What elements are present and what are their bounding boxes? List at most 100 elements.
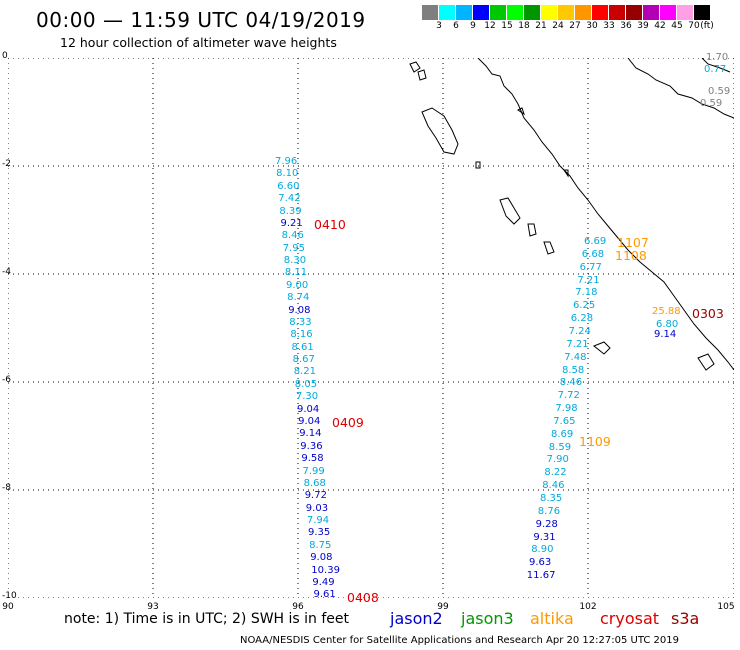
colorbar-label: 21 <box>535 21 547 31</box>
east-track-label: 9.28 <box>535 518 558 530</box>
east-track-label: 7.24 <box>568 325 591 337</box>
colorbar-cell <box>473 5 490 20</box>
colorbar-label: 18 <box>518 21 530 31</box>
west-track-label: 9.08 <box>310 552 333 564</box>
east-track-label: 8.69 <box>551 428 574 440</box>
west-track-label: 9.58 <box>301 453 324 465</box>
colorbar-cell <box>456 5 473 20</box>
west-track-label: 8.05 <box>294 378 318 390</box>
map-subtitle: 12 hour collection of altimeter wave hei… <box>60 35 337 50</box>
colorbar-cell <box>439 5 456 20</box>
colorbar-label: 45 <box>671 21 683 31</box>
east-track-label: 8.76 <box>537 505 561 517</box>
west-track-label: 7.95 <box>282 242 305 254</box>
x-tick-label: 99 <box>437 602 449 612</box>
east-track-label: 7.90 <box>546 454 569 466</box>
west-track-label: 9.14 <box>299 428 322 440</box>
colorbar-label: 70 <box>688 21 700 31</box>
east-track-label: 6.68 <box>581 248 605 260</box>
legend-item-s3a: s3a <box>671 609 700 628</box>
x-tick-label: 96 <box>292 602 304 612</box>
y-tick-label: -8 <box>2 483 11 493</box>
west-track-label: 9.03 <box>305 502 329 514</box>
colorbar-cell <box>626 5 643 20</box>
x-tick-label: 105 <box>717 602 735 612</box>
west-track-label: 8.21 <box>293 366 316 378</box>
y-tick-label: -4 <box>2 267 11 277</box>
west-track-label: 8.33 <box>289 316 312 328</box>
colorbar-cell <box>524 5 541 20</box>
colorbar-label: (ft) <box>700 21 714 31</box>
west-track-label: 7.96 <box>275 156 298 167</box>
east-track-label: 6.28 <box>570 313 594 325</box>
colorbar-label: 3 <box>436 21 442 31</box>
east-track-label: 7.21 <box>577 274 600 286</box>
east-track-label: 9.31 <box>533 531 556 543</box>
colorbar-label: 24 <box>552 21 564 31</box>
west-track-label: 8.61 <box>291 341 314 353</box>
east-track-label: 7.21 <box>566 338 589 350</box>
x-tick-label: 102 <box>579 602 597 612</box>
west-track-label: 8.46 <box>281 230 304 242</box>
corner-track-label: 0.77 <box>704 64 727 75</box>
corner-track-label: 0.59 <box>708 86 731 97</box>
west-track-label: 8.16 <box>290 329 313 341</box>
y-tick-label: 0 <box>2 51 8 61</box>
east-track-label: 9.63 <box>529 557 552 569</box>
west-track-label: 9.72 <box>304 490 327 502</box>
east-track-label: 8.22 <box>544 467 567 479</box>
west-track-label: 8.30 <box>283 255 307 267</box>
colorbar-cell <box>592 5 609 20</box>
grid-lines <box>8 58 734 598</box>
colorbar-cell <box>694 5 711 20</box>
extra-track-label: 25.88 <box>652 306 681 317</box>
colorbar-label: 39 <box>637 21 649 31</box>
east-track-label: 6.77 <box>579 261 602 273</box>
west-track-label: 9.21 <box>280 217 303 229</box>
y-tick-label: -10 <box>2 591 17 601</box>
x-tick-label: 90 <box>2 602 14 612</box>
west-track-label: 9.36 <box>300 440 323 452</box>
y-tick-label: -2 <box>2 159 11 169</box>
pass-time-label: 1107 <box>617 235 649 250</box>
west-track-label: 7.99 <box>302 465 325 477</box>
legend-item-cryosat: cryosat <box>600 609 660 628</box>
coastline <box>409 58 734 371</box>
west-track-label: 8.68 <box>303 477 326 489</box>
west-track-label: 7.30 <box>295 391 319 403</box>
east-track-label: 7.48 <box>564 351 587 363</box>
west-track-label: 8.67 <box>292 354 315 366</box>
west-track-label: 9.49 <box>312 576 335 588</box>
west-track-label: 9.35 <box>308 527 331 539</box>
colorbar-label: 9 <box>470 21 476 31</box>
colorbar-label: 36 <box>620 21 632 31</box>
x-tick-label: 93 <box>147 602 159 612</box>
colorbar-cell <box>558 5 575 20</box>
east-track-label: 7.98 <box>555 403 578 415</box>
colorbar-cell <box>677 5 694 20</box>
colorbar-cell <box>507 5 524 20</box>
colorbar-cell <box>541 5 558 20</box>
colorbar-cell <box>422 5 439 20</box>
west-track-label: 8.39 <box>279 205 302 217</box>
pass-time-label: 0410 <box>314 217 346 232</box>
colorbar <box>422 5 711 20</box>
east-track-label: 8.46 <box>542 480 565 492</box>
map-title: 00:00 — 11:59 UTC 04/19/2019 <box>36 8 366 32</box>
colorbar-label: 33 <box>603 21 615 31</box>
east-track-label: 8.35 <box>540 493 563 504</box>
colorbar-label: 42 <box>654 21 666 31</box>
east-track-label: 8.59 <box>548 441 572 453</box>
map-note: note: 1) Time is in UTC; 2) SWH is in fe… <box>64 611 350 627</box>
colorbar-cell <box>609 5 626 20</box>
colorbar-label: 15 <box>501 21 513 31</box>
west-track-label: 8.75 <box>309 539 332 551</box>
legend-item-jason3: jason3 <box>461 609 514 628</box>
west-track-label: 7.42 <box>278 193 301 205</box>
west-track-label: 9.61 <box>313 589 336 601</box>
west-track-label: 10.39 <box>311 564 340 576</box>
colorbar-label: 6 <box>453 21 459 31</box>
corner-track-label: 0.59 <box>700 98 723 109</box>
y-tick-label: -6 <box>2 375 11 385</box>
east-track-label: 8.90 <box>531 544 554 556</box>
